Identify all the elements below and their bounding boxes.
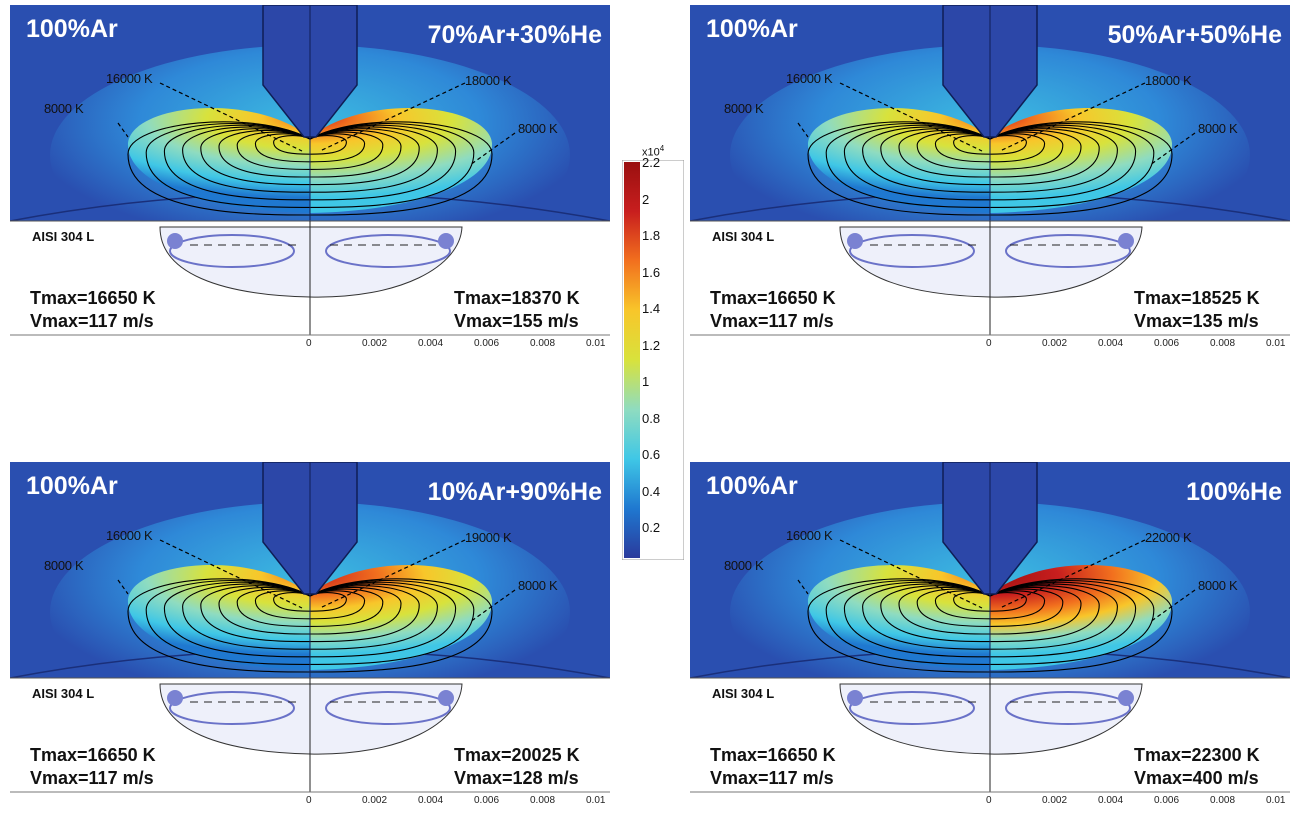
simulation-panel: 100%Ar 10%Ar+90%He 8000 K 16000 K 19000 K 800… bbox=[10, 462, 610, 822]
vmax-right-label: Vmax=400 m/s bbox=[1134, 768, 1259, 788]
vmax-left-label: Vmax=117 m/s bbox=[30, 311, 154, 331]
isotherm-left-inner-label: 16000 K bbox=[106, 528, 153, 543]
simulation-panel: 100%Ar 100%He 8000 K 16000 K 22000 K 8000 K AI… bbox=[690, 462, 1290, 822]
left-gas-label: 100%Ar bbox=[706, 472, 798, 500]
axis-tick-label: 0.004 bbox=[1098, 795, 1124, 806]
isotherm-right-outer-label: 8000 K bbox=[518, 121, 558, 136]
isotherm-right-inner-label: 22000 K bbox=[1145, 530, 1192, 545]
panel-graphic bbox=[10, 5, 610, 336]
axis-tick-label: 0 bbox=[986, 338, 992, 349]
colorbar-tick-label: 1.4 bbox=[642, 301, 661, 316]
colorbar-tick-label: 1.8 bbox=[642, 228, 661, 243]
axis-tick-label: 0.008 bbox=[530, 795, 556, 806]
isotherm-left-outer-label: 8000 K bbox=[724, 101, 764, 116]
tmax-right-label: Tmax=18370 K bbox=[454, 288, 580, 308]
colorbar-tick-label: 2 bbox=[642, 191, 650, 207]
simulation-panel: 100%Ar 70%Ar+30%He 8000 K 16000 K 18000 K 800… bbox=[10, 5, 610, 365]
vmax-right-label: Vmax=135 m/s bbox=[1134, 311, 1259, 331]
tmax-left-label: Tmax=16650 K bbox=[710, 745, 836, 765]
axis-tick-label: 0.006 bbox=[1154, 338, 1180, 349]
axis-tick-label: 0.004 bbox=[418, 338, 444, 349]
vmax-left-label: Vmax=117 m/s bbox=[30, 768, 154, 788]
vmax-left-label: Vmax=117 m/s bbox=[710, 768, 834, 788]
colorbar-graphic bbox=[621, 159, 685, 561]
axis-tick-label: 0.01 bbox=[586, 795, 606, 806]
colorbar-tick-label: 1.2 bbox=[642, 337, 661, 353]
left-gas-label: 100%Ar bbox=[26, 15, 118, 43]
material-label: AISI 304 L bbox=[32, 686, 95, 701]
right-gas-label: 50%Ar+50%He bbox=[1107, 21, 1282, 49]
axis-tick-label: 0.002 bbox=[1042, 795, 1068, 806]
axis-tick-label: 0.006 bbox=[474, 338, 500, 349]
simulation-panel: 100%Ar 50%Ar+50%He 8000 K 16000 K 18000 K 800… bbox=[690, 5, 1290, 365]
axis-tick-label: 0.002 bbox=[362, 795, 388, 806]
material-label: AISI 304 L bbox=[712, 229, 775, 244]
isotherm-left-inner-label: 16000 K bbox=[786, 528, 833, 543]
axis-tick-label: 0.01 bbox=[1266, 795, 1286, 806]
left-gas-label: 100%Ar bbox=[706, 15, 798, 43]
axis-tick-label: 0 bbox=[306, 795, 312, 806]
isotherm-left-outer-label: 8000 K bbox=[44, 558, 84, 573]
isotherm-left-inner-label: 16000 K bbox=[106, 71, 153, 86]
tmax-left-label: Tmax=16650 K bbox=[30, 288, 156, 308]
tmax-right-label: Tmax=22300 K bbox=[1134, 745, 1260, 765]
material-label: AISI 304 L bbox=[32, 229, 95, 244]
isotherm-right-outer-label: 8000 K bbox=[518, 578, 558, 593]
axis-tick-label: 0 bbox=[306, 338, 312, 349]
axis-tick-label: 0.01 bbox=[1266, 338, 1286, 349]
tmax-left-label: Tmax=16650 K bbox=[30, 745, 156, 765]
colorbar-exponent: x104 bbox=[642, 144, 665, 159]
colorbar-tick-label: 0.2 bbox=[642, 520, 661, 535]
right-gas-label: 70%Ar+30%He bbox=[427, 21, 602, 49]
axis-tick-label: 0.006 bbox=[1154, 795, 1180, 806]
panel-graphic bbox=[690, 5, 1290, 336]
colorbar-tick-label: 1 bbox=[642, 374, 650, 389]
right-gas-label: 100%He bbox=[1186, 478, 1282, 506]
axis-tick-label: 0.01 bbox=[586, 338, 606, 349]
colorbar-tick-label: 0.4 bbox=[642, 483, 661, 499]
isotherm-right-inner-label: 18000 K bbox=[465, 73, 512, 88]
colorbar-tick-label: 1.6 bbox=[642, 264, 661, 280]
axis-tick-label: 0 bbox=[986, 795, 992, 806]
axis-tick-label: 0.008 bbox=[530, 338, 556, 349]
colorbar-tick-label: 0.6 bbox=[642, 447, 661, 462]
colorbar-tick-label: 2.2 bbox=[642, 155, 661, 170]
tmax-right-label: Tmax=20025 K bbox=[454, 745, 580, 765]
panel-graphic bbox=[690, 462, 1290, 793]
axis-tick-label: 0.002 bbox=[362, 338, 388, 349]
axis-tick-label: 0.004 bbox=[1098, 338, 1124, 349]
colorbar-tick-label: 0.8 bbox=[642, 410, 661, 426]
material-label: AISI 304 L bbox=[712, 686, 775, 701]
tmax-left-label: Tmax=16650 K bbox=[710, 288, 836, 308]
axis-tick-label: 0.008 bbox=[1210, 338, 1236, 349]
isotherm-right-outer-label: 8000 K bbox=[1198, 578, 1238, 593]
isotherm-left-outer-label: 8000 K bbox=[44, 101, 84, 116]
tmax-right-label: Tmax=18525 K bbox=[1134, 288, 1260, 308]
vmax-right-label: Vmax=155 m/s bbox=[454, 311, 579, 331]
isotherm-right-inner-label: 19000 K bbox=[465, 530, 512, 545]
isotherm-right-inner-label: 18000 K bbox=[1145, 73, 1192, 88]
axis-tick-label: 0.004 bbox=[418, 795, 444, 806]
isotherm-left-inner-label: 16000 K bbox=[786, 71, 833, 86]
axis-tick-label: 0.002 bbox=[1042, 338, 1068, 349]
isotherm-right-outer-label: 8000 K bbox=[1198, 121, 1238, 136]
vmax-left-label: Vmax=117 m/s bbox=[710, 311, 834, 331]
axis-tick-label: 0.006 bbox=[474, 795, 500, 806]
vmax-right-label: Vmax=128 m/s bbox=[454, 768, 579, 788]
temperature-colorbar: x104 2.2 2 1.8 1.6 1.4 1.2 1 0.8 0.6 0.4 0.2 bbox=[621, 144, 685, 561]
isotherm-left-outer-label: 8000 K bbox=[724, 558, 764, 573]
panel-graphic bbox=[10, 462, 610, 793]
left-gas-label: 100%Ar bbox=[26, 472, 118, 500]
right-gas-label: 10%Ar+90%He bbox=[427, 478, 602, 506]
axis-tick-label: 0.008 bbox=[1210, 795, 1236, 806]
